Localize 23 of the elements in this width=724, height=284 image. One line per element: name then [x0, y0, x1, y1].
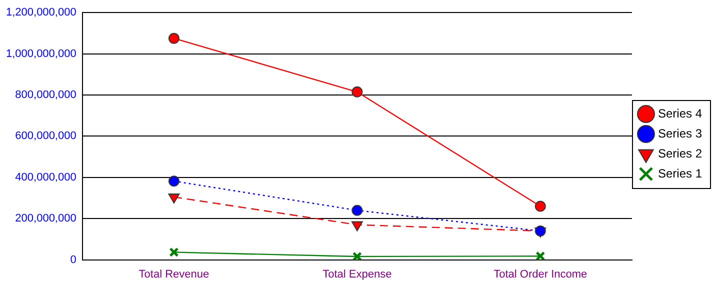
point [352, 86, 363, 98]
y-tick-label: 1,000,000,000 [6, 48, 76, 60]
legend-label: Series 1 [658, 166, 702, 180]
y-tick-label: 1,200,000,000 [6, 6, 76, 19]
point [352, 204, 363, 216]
legend-label: Series 3 [658, 126, 702, 140]
point [534, 200, 546, 212]
y-tick-label: 200,000,000 [15, 212, 76, 225]
y-tick-label: 0 [70, 254, 76, 266]
legend-label: Series 2 [658, 146, 702, 160]
x-tick-label: Total Revenue [138, 268, 210, 280]
point [168, 32, 180, 44]
y-tick-label: 600,000,000 [15, 130, 76, 142]
point [536, 251, 546, 260]
y-tick-label: 400,000,000 [15, 171, 76, 184]
legend-label: Series 4 [658, 106, 702, 120]
point [169, 247, 179, 257]
x-tick-label: Total Order Income [494, 268, 588, 280]
point [168, 193, 180, 204]
point [352, 252, 362, 260]
point [168, 176, 180, 187]
x-tick-label: Total Expense [322, 268, 392, 280]
y-tick-label: 800,000,000 [15, 89, 76, 102]
